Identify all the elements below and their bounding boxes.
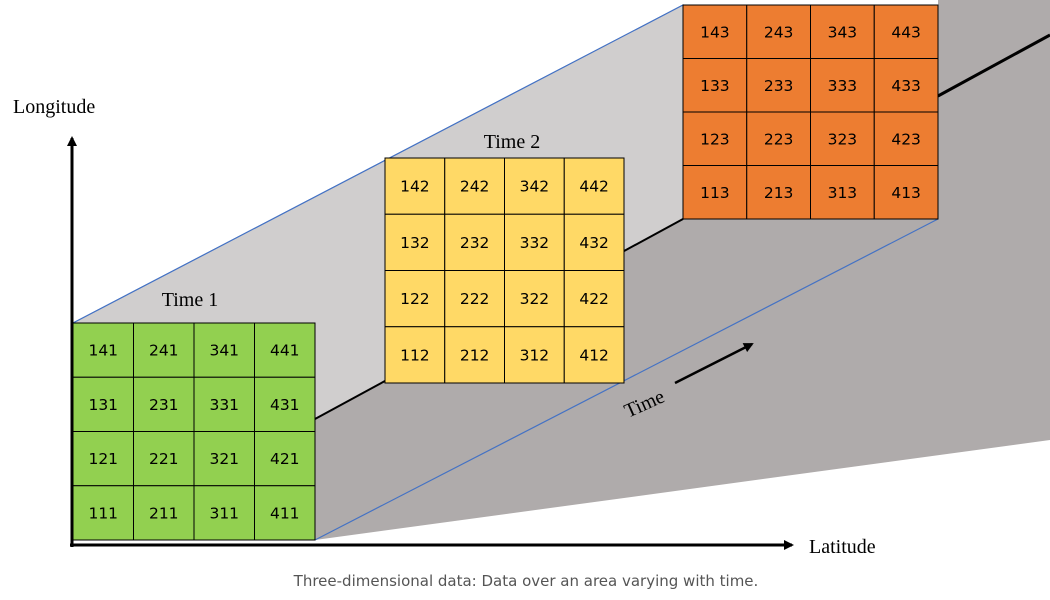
grid-cell — [682, 165, 748, 220]
figure-caption: Three-dimensional data: Data over an are… — [293, 572, 759, 590]
grid-cell-value: 213 — [764, 184, 794, 202]
grid-cell-value: 411 — [270, 504, 300, 522]
grid-cell — [444, 213, 505, 271]
grid-cell-value: 331 — [209, 396, 239, 414]
grid-cell — [254, 376, 316, 432]
grid-cell-value: 121 — [88, 450, 118, 468]
grid-cell-value: 212 — [460, 346, 490, 364]
grid-cell-value: 413 — [891, 184, 921, 202]
grid-cell-value: 211 — [149, 504, 179, 522]
grid-cell-value: 342 — [520, 178, 550, 196]
grid-cell-value: 111 — [88, 504, 118, 522]
grid-cell — [384, 270, 446, 328]
cube-top-edge — [72, 4, 684, 324]
grid-cell — [504, 270, 565, 328]
grid-cell-value: 243 — [764, 23, 794, 41]
grid-cell-value: 141 — [88, 342, 118, 360]
grid-cell — [810, 165, 875, 220]
grid-cell-value: 133 — [700, 77, 730, 95]
time-slice-1: Time 1 141 241 341 441 131 231 331 431 121 221 321 4… — [72, 289, 316, 541]
grid-cell — [682, 4, 748, 59]
grid-cell-value: 132 — [400, 234, 430, 252]
grid-cell-value: 412 — [579, 346, 609, 364]
grid-cell-value: 431 — [270, 396, 300, 414]
grid-cell — [133, 376, 195, 432]
grid-cell — [746, 4, 811, 59]
cube-bottom-edge — [314, 218, 939, 541]
grid-cell-value: 333 — [828, 77, 858, 95]
grid-cell-value: 231 — [149, 396, 179, 414]
grid-cell — [563, 157, 625, 215]
grid-cell-value: 122 — [400, 290, 430, 308]
grid-cell-value: 343 — [828, 23, 858, 41]
grid-cell — [873, 4, 939, 59]
time-arrow — [674, 342, 754, 385]
cube-back-edge — [937, 33, 1050, 98]
grid-cell-value: 312 — [520, 346, 550, 364]
grid-cell — [193, 485, 255, 541]
longitude-axis-label: Longitude — [13, 96, 95, 118]
grid-cell — [746, 58, 811, 113]
grid-cell — [254, 431, 316, 487]
grid-cell-value: 112 — [400, 346, 430, 364]
grid-cell-value: 222 — [460, 290, 490, 308]
grid-cell-value: 441 — [270, 342, 300, 360]
grid-cell — [444, 270, 505, 328]
grid-cell — [444, 157, 505, 215]
grid-cell-value: 421 — [270, 450, 300, 468]
grid-cell — [563, 326, 625, 384]
grid-cell-value: 131 — [88, 396, 118, 414]
slice-title: Time 2 — [484, 131, 541, 153]
grid-cell — [193, 376, 255, 432]
grid-cell-value: 242 — [460, 178, 490, 196]
grid-cell-value: 233 — [764, 77, 794, 95]
grid-cell-value: 341 — [209, 342, 239, 360]
grid-cell-value: 423 — [891, 130, 921, 148]
grid-cell-value: 321 — [209, 450, 239, 468]
grid-cell-value: 221 — [149, 450, 179, 468]
grid-cell — [504, 157, 565, 215]
grid-cell-value: 422 — [579, 290, 609, 308]
grid-cell — [254, 485, 316, 541]
time-slice-2: Time 2 142 242 342 442 132 232 332 432 122 222 322 4… — [384, 131, 625, 384]
grid-cell-value: 123 — [700, 130, 730, 148]
grid-cell — [384, 157, 446, 215]
grid-cell-value: 332 — [520, 234, 550, 252]
grid-cell-value: 322 — [520, 290, 550, 308]
grid-cell-value: 313 — [828, 184, 858, 202]
grid-cell — [444, 326, 505, 384]
grid-cell-value: 142 — [400, 178, 430, 196]
grid-cell — [563, 270, 625, 328]
grid-cell — [873, 165, 939, 220]
grid-cell — [746, 165, 811, 220]
grid-cell — [504, 326, 565, 384]
grid-cell-value: 241 — [149, 342, 179, 360]
grid-cell-value: 223 — [764, 130, 794, 148]
grid-cell — [504, 213, 565, 271]
grid-cell — [193, 431, 255, 487]
grid-cell-value: 232 — [460, 234, 490, 252]
slice-title: Time 1 — [162, 289, 219, 311]
grid-cell — [384, 213, 446, 271]
grid-cell-value: 443 — [891, 23, 921, 41]
grid-cell-value: 113 — [700, 184, 730, 202]
grid-cell-value: 432 — [579, 234, 609, 252]
grid-cell-value: 323 — [828, 130, 858, 148]
grid-cell-value: 143 — [700, 23, 730, 41]
grid-cell-value: 311 — [209, 504, 239, 522]
grid-cell — [563, 213, 625, 271]
time-slice-3: 143 243 343 443 133 233 333 433 123 223 323 423 113 2… — [682, 4, 939, 220]
grid-cell-value: 442 — [579, 178, 609, 196]
latitude-axis-label: Latitude — [809, 536, 876, 558]
grid-cell-value: 433 — [891, 77, 921, 95]
